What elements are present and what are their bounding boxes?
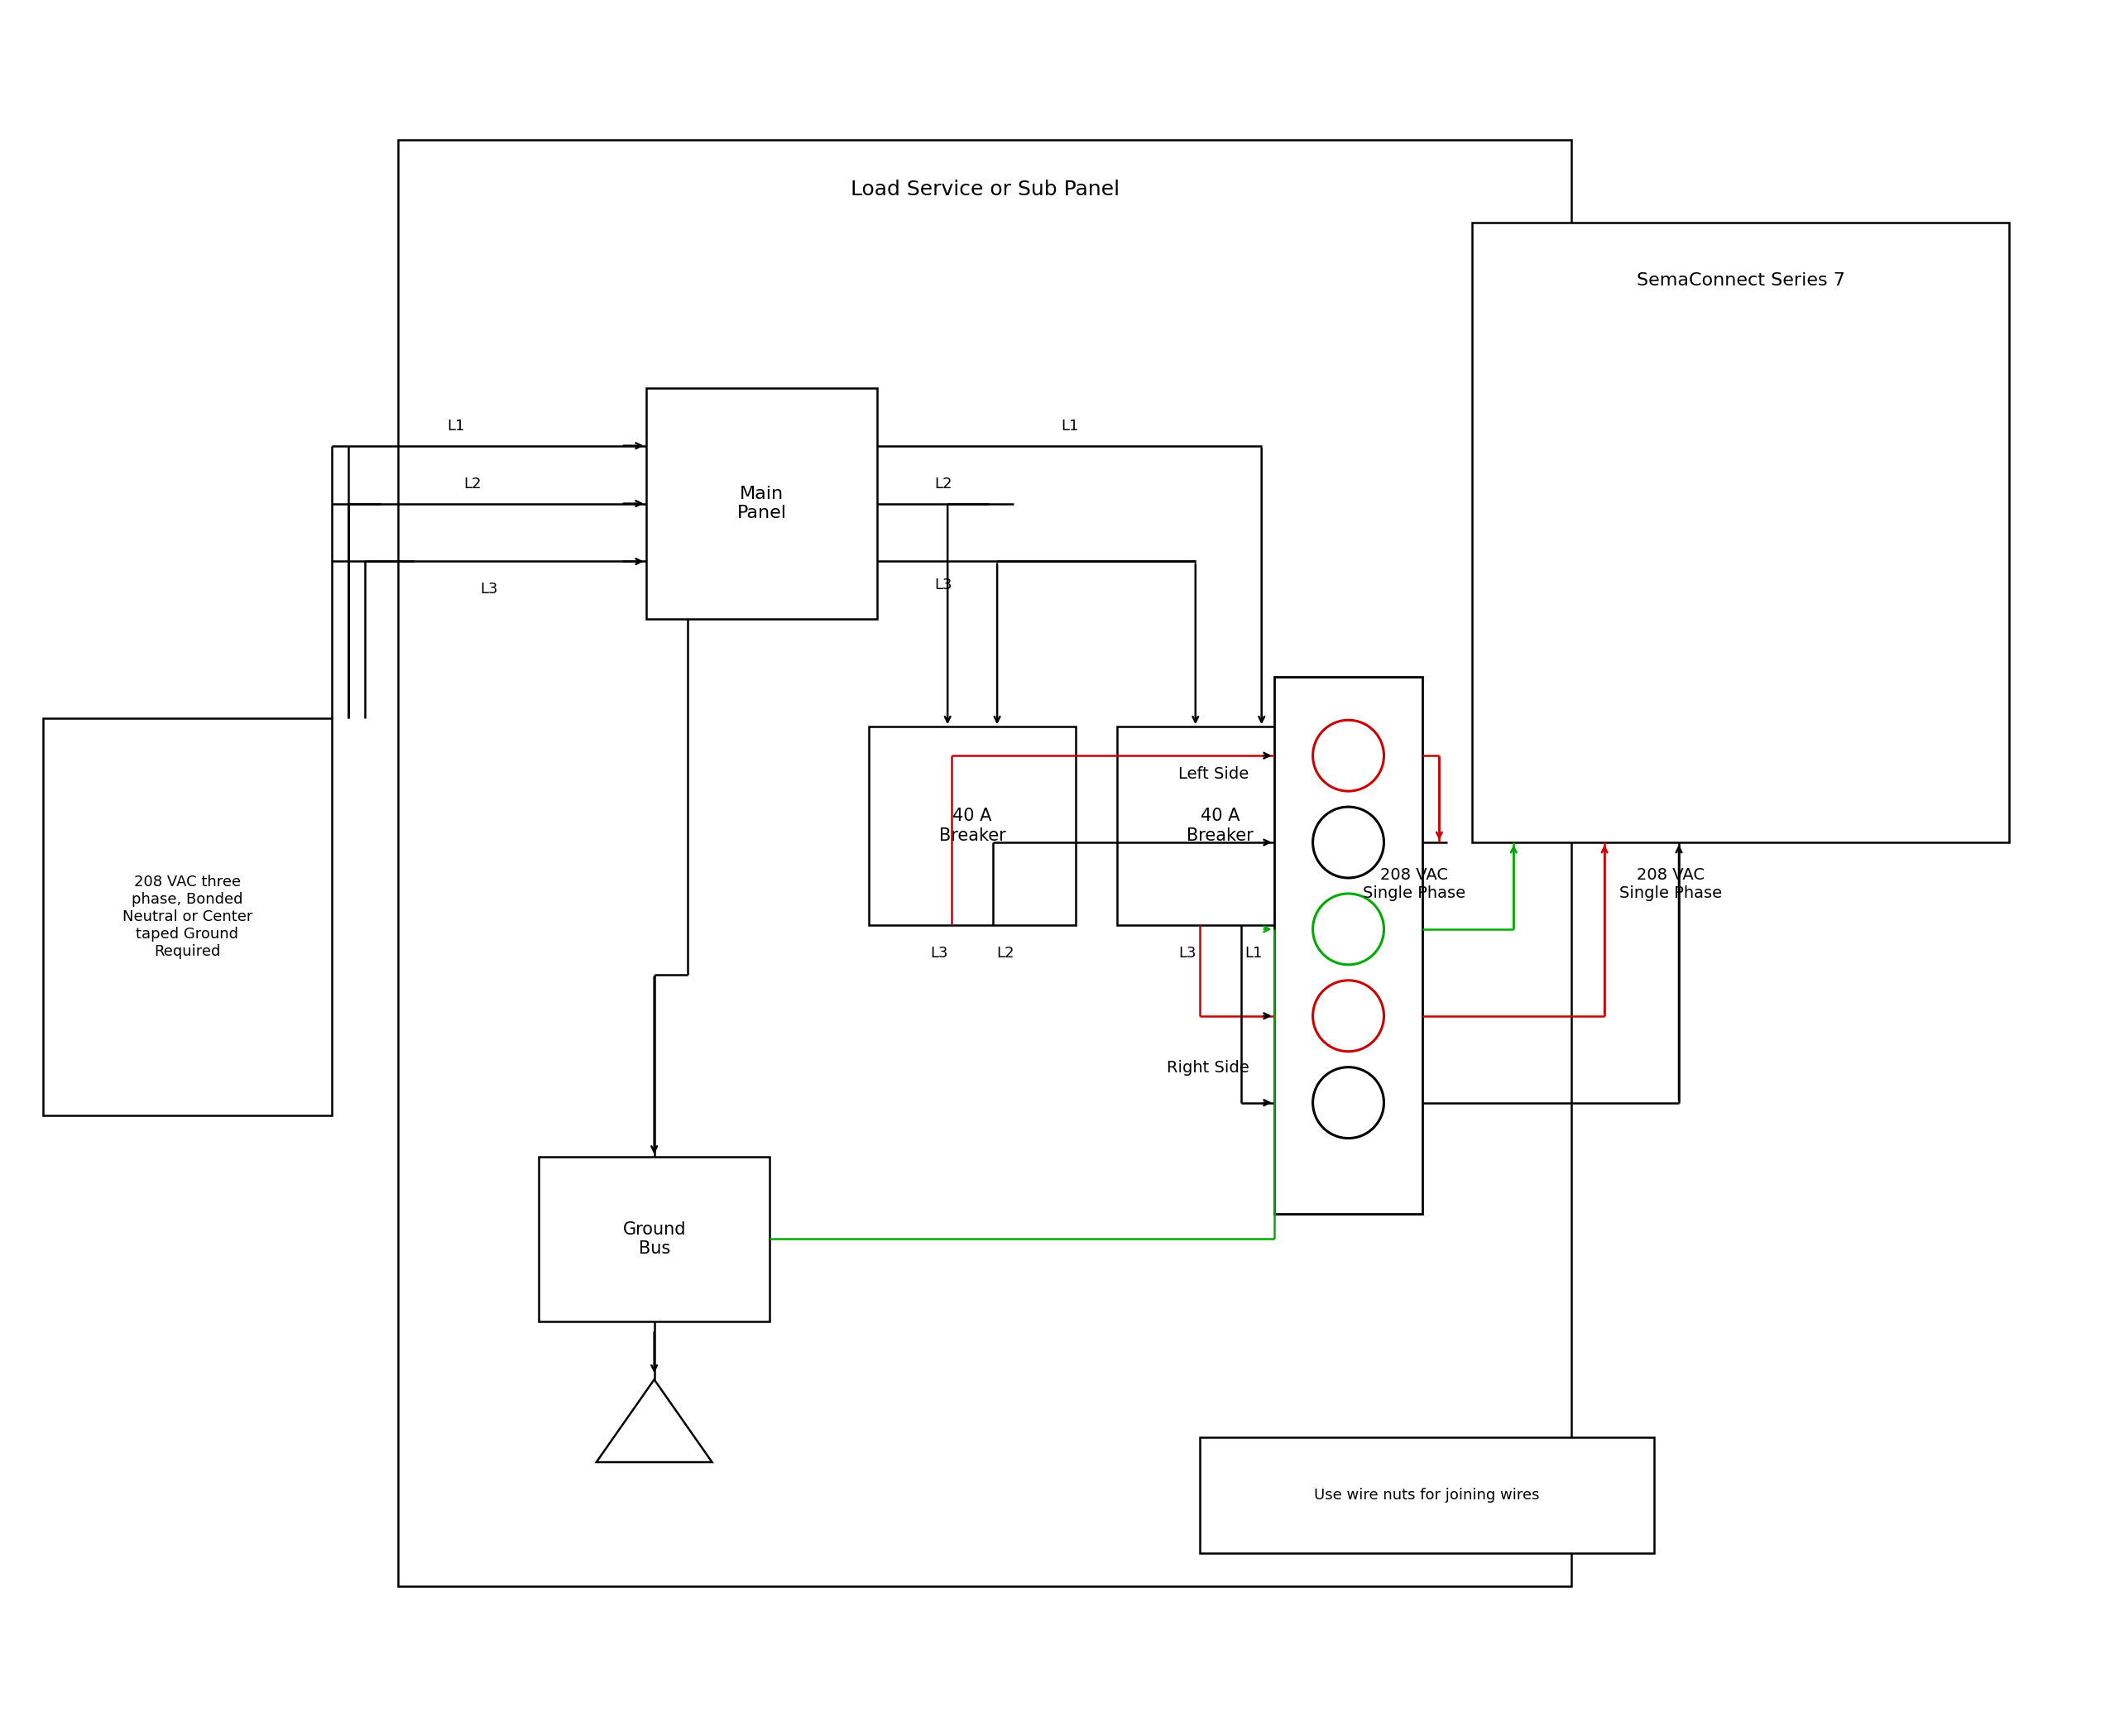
- Bar: [538, 1156, 770, 1321]
- Circle shape: [1312, 1068, 1384, 1139]
- Text: Load Service or Sub Panel: Load Service or Sub Panel: [850, 179, 1118, 200]
- Bar: [42, 719, 331, 1115]
- Text: L2: L2: [935, 476, 952, 491]
- Text: L1: L1: [1061, 418, 1078, 434]
- Text: 40 A
Breaker: 40 A Breaker: [939, 807, 1006, 844]
- Text: Use wire nuts for joining wires: Use wire nuts for joining wires: [1315, 1488, 1540, 1503]
- Text: 208 VAC three
phase, Bonded
Neutral or Center
taped Ground
Required: 208 VAC three phase, Bonded Neutral or C…: [122, 875, 253, 958]
- Text: 40 A
Breaker: 40 A Breaker: [1186, 807, 1253, 844]
- Circle shape: [1312, 807, 1384, 878]
- Circle shape: [1312, 894, 1384, 965]
- Text: 208 VAC
Single Phase: 208 VAC Single Phase: [1363, 868, 1466, 901]
- Text: 208 VAC
Single Phase: 208 VAC Single Phase: [1618, 868, 1722, 901]
- Bar: [646, 387, 878, 620]
- Text: Main
Panel: Main Panel: [736, 486, 787, 521]
- Text: L1: L1: [1245, 946, 1262, 960]
- Text: SemaConnect Series 7: SemaConnect Series 7: [1637, 273, 1844, 288]
- Text: L3: L3: [931, 946, 947, 960]
- Text: L3: L3: [1177, 946, 1196, 960]
- Bar: [399, 141, 1572, 1587]
- Text: Ground
Bus: Ground Bus: [622, 1220, 686, 1257]
- Text: L2: L2: [464, 476, 481, 491]
- Bar: [869, 727, 1076, 925]
- Bar: [1274, 677, 1422, 1213]
- Bar: [1201, 1437, 1654, 1554]
- Bar: [1473, 222, 2009, 842]
- Text: Left Side: Left Side: [1179, 766, 1249, 783]
- Text: L1: L1: [447, 418, 464, 434]
- Text: L3: L3: [935, 578, 952, 592]
- Circle shape: [1312, 981, 1384, 1052]
- Text: L2: L2: [996, 946, 1015, 960]
- Circle shape: [1312, 720, 1384, 792]
- Bar: [1116, 727, 1323, 925]
- Text: Right Side: Right Side: [1167, 1059, 1249, 1075]
- Text: L3: L3: [481, 582, 498, 597]
